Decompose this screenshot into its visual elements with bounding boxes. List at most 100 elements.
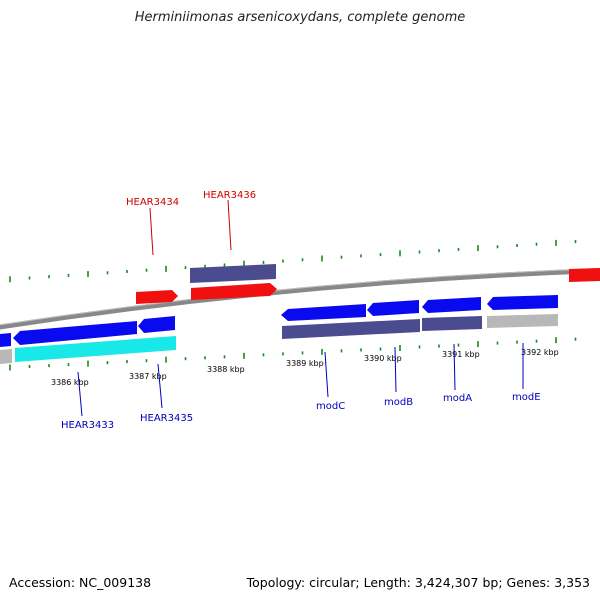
outer-scale-tick	[321, 255, 323, 262]
outer-scale-tick	[340, 255, 343, 259]
inner-scale-tick	[9, 364, 11, 371]
outer-scale-ticks	[9, 239, 577, 283]
inner-scale-tick	[360, 348, 362, 352]
inner-scale-tick	[477, 341, 479, 348]
inner-scale-tick	[67, 363, 70, 367]
outer-scale-tick	[282, 259, 284, 263]
inner-scale-tick	[379, 347, 382, 351]
outer-scale-tick	[223, 263, 226, 267]
outer-scale-tick	[9, 276, 11, 283]
outer-scale-tick	[535, 242, 538, 246]
gene-moda[interactable]	[422, 297, 481, 313]
outer-scale-tick	[87, 271, 89, 278]
inner-scale-tick	[301, 351, 304, 355]
outer-scale-tick	[555, 239, 557, 246]
inner-scale-tick	[165, 356, 167, 363]
outer-scale-tick	[145, 268, 148, 272]
outer-scale-tick	[418, 250, 421, 254]
gene-hear3433[interactable]	[13, 321, 137, 345]
label-moda[interactable]: modA	[443, 393, 472, 404]
gene-mode[interactable]	[487, 295, 558, 310]
inner-scale-tick	[223, 355, 226, 359]
gene-hear3435[interactable]	[138, 316, 175, 333]
inner-scale-ticks	[9, 337, 577, 371]
inner-scale-tick	[574, 337, 577, 341]
outer-scale-tick	[301, 258, 304, 262]
gene-modc[interactable]	[281, 304, 366, 321]
label-hear3434[interactable]: HEAR3434	[126, 197, 179, 208]
kbp-label-3391: 3391 kbp	[442, 350, 480, 359]
scale-labels: 3386 kbp 3387 kbp 3388 kbp 3389 kbp 3390…	[51, 348, 559, 387]
kbp-label-3387: 3387 kbp	[129, 372, 167, 381]
kbp-label-3388: 3388 kbp	[207, 365, 245, 374]
gene-mode-grey[interactable]	[487, 314, 558, 328]
gene-hear3434[interactable]	[136, 290, 178, 304]
outer-scale-tick	[48, 275, 50, 279]
outer-scale-tick	[399, 250, 401, 257]
label-hear3436[interactable]: HEAR3436	[203, 190, 256, 201]
outer-scale-tick	[106, 271, 109, 275]
inner-scale-tick	[438, 344, 440, 348]
inner-scale-tick	[28, 365, 31, 368]
outer-scale-tick	[243, 260, 245, 267]
inner-scale-tick	[516, 340, 518, 344]
kbp-label-3390: 3390 kbp	[364, 354, 402, 363]
inner-scale-tick	[418, 345, 421, 349]
inner-scale-tick	[555, 337, 557, 344]
inner-scale-tick	[126, 360, 128, 364]
outer-scale-tick	[184, 266, 187, 270]
kbp-label-3389: 3389 kbp	[286, 359, 324, 368]
inner-scale-tick	[243, 352, 245, 359]
inner-scale-tick	[321, 348, 323, 355]
label-modc[interactable]: modC	[316, 401, 345, 412]
inner-scale-tick	[145, 359, 148, 363]
inner-scale-tick	[496, 341, 499, 345]
bottom-strand-genes	[0, 295, 558, 364]
label-modb[interactable]: modB	[384, 397, 413, 408]
outer-scale-tick	[28, 276, 31, 280]
gene-modc-operon-bar[interactable]	[282, 319, 420, 339]
gene-hear3436[interactable]	[191, 283, 277, 300]
inner-scale-tick	[262, 353, 265, 357]
gene-labels: HEAR3434 HEAR3436 HEAR3433 HEAR3435 modC…	[61, 190, 541, 431]
outer-scale-tick	[438, 249, 440, 253]
inner-scale-tick	[340, 349, 343, 353]
inner-scale-tick	[204, 356, 206, 360]
gene-hear3433-cyan[interactable]	[15, 336, 176, 362]
outer-scale-tick	[457, 247, 460, 251]
gene-red-right[interactable]	[569, 268, 600, 282]
label-leaders	[77, 199, 524, 417]
topology-text: Topology: circular; Length: 3,424,307 bp…	[246, 575, 590, 590]
gene-modb[interactable]	[367, 300, 419, 316]
inner-scale-tick	[106, 361, 109, 365]
inner-scale-tick	[87, 360, 89, 367]
outer-scale-tick	[165, 265, 167, 272]
gene-moda-operon-bar[interactable]	[422, 316, 482, 331]
inner-scale-tick	[48, 364, 50, 368]
gene-left-grey[interactable]	[0, 349, 12, 364]
outer-scale-tick	[67, 273, 70, 277]
label-hear3433[interactable]: HEAR3433	[61, 420, 114, 431]
gene-left-blue[interactable]	[0, 333, 11, 347]
accession-text: Accession: NC_009138	[9, 575, 152, 590]
inner-scale-tick	[184, 357, 187, 361]
map-title: Herminiimonas arsenicoxydans, complete g…	[134, 10, 466, 25]
outer-scale-tick	[574, 240, 577, 244]
label-hear3435[interactable]: HEAR3435	[140, 413, 193, 424]
inner-scale-tick	[282, 352, 284, 356]
inner-scale-tick	[457, 343, 460, 347]
outer-scale-tick	[126, 270, 128, 273]
kbp-label-3392: 3392 kbp	[521, 348, 559, 357]
outer-scale-tick	[379, 253, 382, 257]
outer-scale-tick	[496, 245, 499, 249]
outer-scale-tick	[262, 260, 265, 264]
kbp-label-3386: 3386 kbp	[51, 378, 89, 387]
inner-scale-tick	[535, 339, 538, 343]
outer-scale-tick	[516, 244, 518, 247]
outer-scale-tick	[477, 245, 479, 252]
top-strand-genes	[136, 264, 600, 304]
gene-hear3436-operon-bar[interactable]	[190, 264, 276, 283]
inner-scale-tick	[399, 345, 401, 351]
label-mode[interactable]: modE	[512, 392, 541, 403]
